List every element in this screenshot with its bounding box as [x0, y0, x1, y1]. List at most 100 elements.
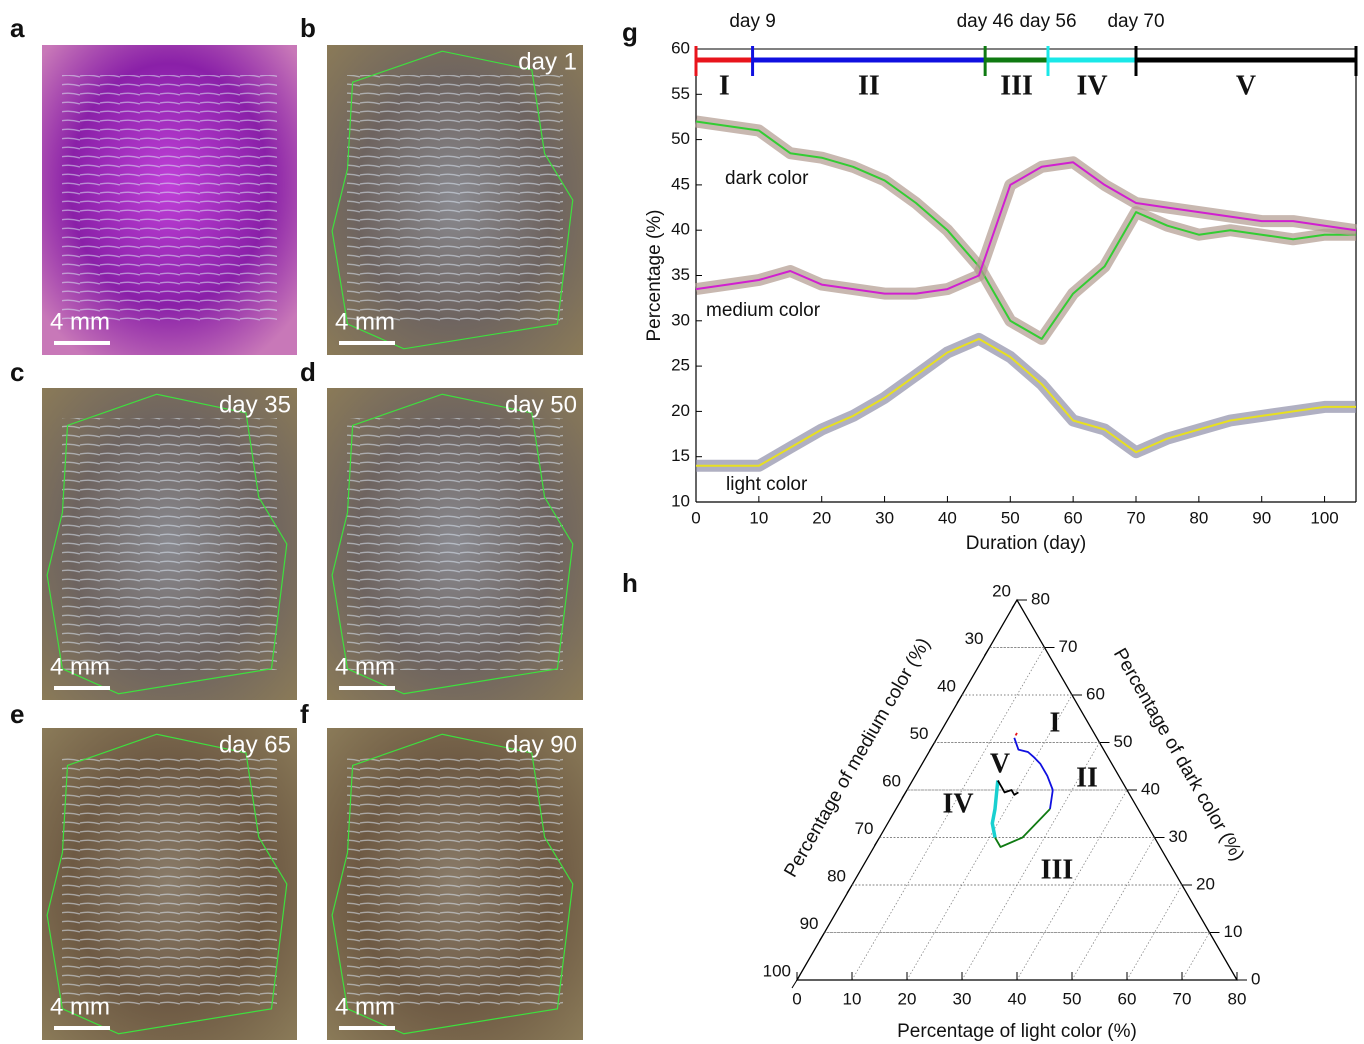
panel-letter: e: [10, 699, 24, 729]
right-tick-label: 10: [1224, 922, 1243, 941]
right-tick-label: 80: [1031, 589, 1050, 608]
left-tick: [901, 789, 908, 799]
y-axis-title: Percentage (%): [644, 209, 665, 341]
outline: [331, 393, 574, 695]
panel-letter: d: [300, 357, 316, 387]
x-tick-label: 10: [749, 508, 768, 527]
photo-texture: [62, 418, 277, 670]
outline: [331, 733, 574, 1035]
y-tick-label: 55: [671, 84, 690, 103]
series-label: dark color: [725, 168, 809, 189]
bottom-tick-label: 20: [898, 989, 917, 1008]
series-line: [695, 161, 1357, 295]
y-tick-label: 60: [671, 38, 690, 57]
boundary-label: day 56: [1019, 11, 1076, 32]
trajectory: [990, 780, 1000, 838]
line-chart: g0 10 20 30 40 50 60 70 80 90 10010152025303540455…: [622, 11, 1358, 554]
left-tick-label: 20: [992, 581, 1011, 600]
left-tick-label: 50: [910, 724, 929, 743]
x-tick-label: 80: [1189, 508, 1208, 527]
phase-label: III: [1000, 70, 1033, 101]
left-tick-label: 40: [937, 676, 956, 695]
left-tick-label: 30: [965, 629, 984, 648]
y-tick-label: 15: [671, 446, 690, 465]
scale-label: 4 mm: [50, 653, 110, 680]
data-band: [696, 332, 1356, 472]
phase-label: I: [1050, 707, 1061, 738]
right-tick-label: 0: [1251, 969, 1260, 988]
scale-label: 4 mm: [50, 993, 110, 1020]
phase-label: V: [1236, 70, 1256, 101]
trajectory: [1014, 732, 1018, 736]
y-tick-label: 50: [671, 129, 690, 148]
photo-texture: [347, 758, 563, 1010]
x-tick-label: 100: [1310, 508, 1338, 527]
outline: [331, 50, 574, 350]
right-tick-label: 40: [1141, 779, 1160, 798]
grid-line: [1126, 884, 1183, 981]
left-tick-label: 90: [800, 914, 819, 933]
bottom-tick-label: 30: [953, 989, 972, 1008]
left-tick-label: 100: [763, 961, 791, 980]
scale-label: 4 mm: [335, 653, 395, 680]
grid-line: [961, 742, 1100, 981]
x-tick-label: 60: [1064, 508, 1083, 527]
bottom-tick-label: 60: [1118, 989, 1137, 1008]
phase-label: IV: [1076, 70, 1107, 101]
bottom-tick-label: 10: [843, 989, 862, 1008]
x-tick-label: 30: [875, 508, 894, 527]
left-tick-label: 80: [827, 866, 846, 885]
bottom-tick-label: 80: [1228, 989, 1247, 1008]
series-label: light color: [726, 474, 808, 495]
x-tick-label: 20: [812, 508, 831, 527]
right-tick-label: 20: [1196, 874, 1215, 893]
right-tick-label: 50: [1114, 732, 1133, 751]
phase-label: I: [719, 70, 730, 101]
day-label: day 65: [219, 731, 291, 758]
series-label: medium color: [706, 300, 821, 321]
phase-label: III: [1041, 854, 1074, 885]
x-tick-label: 40: [938, 508, 957, 527]
phase-label: IV: [942, 788, 973, 819]
left-tick: [1011, 599, 1018, 609]
phase-label: II: [858, 70, 880, 101]
x-tick-label: 90: [1252, 508, 1271, 527]
panel-letter: a: [10, 13, 25, 43]
y-tick-label: 30: [671, 310, 690, 329]
x-tick-label: 70: [1127, 508, 1146, 527]
y-tick-label: 35: [671, 265, 690, 284]
right-tick-label: 60: [1086, 684, 1105, 703]
right-tick-label: 70: [1059, 637, 1078, 656]
photo-texture: [62, 75, 277, 325]
y-tick-label: 20: [671, 401, 690, 420]
day-label: day 35: [219, 391, 291, 418]
phase-label: II: [1076, 762, 1098, 793]
left-tick: [984, 647, 990, 656]
y-tick-label: 10: [671, 491, 690, 510]
trajectory: [997, 780, 1019, 796]
grid-line: [851, 647, 1045, 981]
y-tick-label: 40: [671, 220, 690, 239]
panel-letter: g: [622, 17, 638, 47]
scale-label: 4 mm: [335, 993, 395, 1020]
day-label: day 90: [505, 731, 577, 758]
left-tick: [791, 979, 798, 989]
y-tick-label: 45: [671, 174, 690, 193]
bottom-axis-title: Percentage of light color (%): [897, 1021, 1137, 1042]
day-label: day 1: [518, 48, 577, 75]
left-tick: [874, 837, 880, 846]
photo-texture: [347, 75, 563, 325]
panel-letter: b: [300, 13, 316, 43]
x-axis-title: Duration (day): [966, 533, 1086, 554]
y-tick-label: 25: [671, 356, 690, 375]
left-tick-label: 70: [855, 819, 874, 838]
photo-texture: [347, 418, 563, 670]
x-tick-label: 0: [691, 508, 700, 527]
x-tick-label: 50: [1001, 508, 1020, 527]
bottom-tick-label: 40: [1008, 989, 1027, 1008]
scale-label: 4 mm: [335, 308, 395, 335]
bottom-tick-label: 0: [792, 989, 801, 1008]
panel-letter: f: [300, 699, 309, 729]
photo-texture: [62, 758, 277, 1010]
